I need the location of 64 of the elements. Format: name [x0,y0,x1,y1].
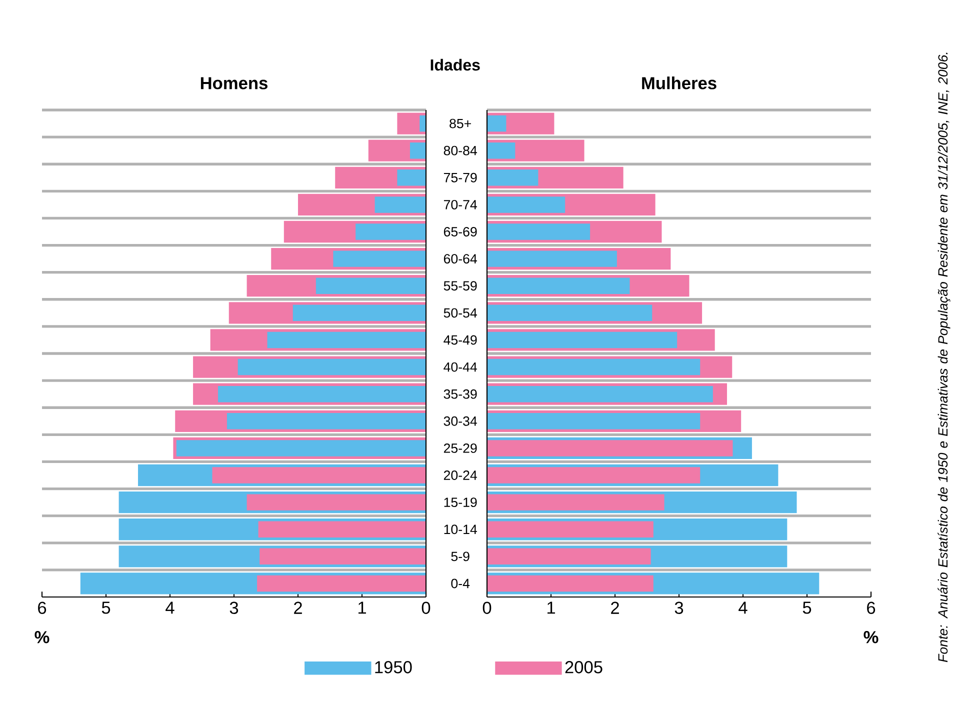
x-tick-label: 0 [482,602,492,614]
bar [238,358,426,376]
bar [487,386,713,402]
x-tick-label: 2 [294,602,302,614]
y-tick-label: 80-84 [444,146,477,156]
x-tick-label: 5 [102,602,110,614]
y-tick-label: 75-79 [444,172,477,182]
source-note: Fonte: Anuário Estatístico de 1950 e Estimativas de População Residente em 31/12/2005, INE, 2006. [938,52,950,662]
y-tick-label: 10-14 [444,524,477,534]
y-tick-label: 60-64 [444,254,477,264]
bar [333,250,426,267]
bar [487,304,652,322]
x-tick-label: 1 [548,602,555,614]
bar [487,224,590,240]
chart-title: Mulheres [642,76,716,90]
bar [267,332,426,348]
bar [218,386,426,402]
x-tick-label: 3 [230,602,238,614]
bar [292,304,426,322]
bar [487,115,506,132]
y-tick-label: 5-9 [451,552,470,562]
legend-label: 2005 [565,661,602,674]
y-tick-label: 70-74 [444,200,477,210]
x-tick-label: 1 [358,602,366,614]
y-tick-label: 50-54 [444,308,477,318]
x-axis-title: % [864,631,878,644]
y-tick-label: 45-49 [444,335,477,345]
y-tick-label: 55-59 [444,281,477,291]
y-tick-label: 15-19 [444,498,477,508]
chart-title: Homens [200,77,268,90]
x-tick-label: 3 [674,602,684,614]
y-tick-label: 25-29 [444,443,477,453]
x-tick-label: 4 [738,602,748,614]
y-axis-title: Idades [430,58,480,71]
bar [226,413,426,430]
x-tick-label: 6 [38,602,46,614]
bar [487,170,538,186]
bar [397,170,426,186]
bar [410,142,426,159]
y-tick-label: 40-44 [444,362,477,372]
bar [487,358,700,376]
bar [487,278,630,294]
y-tick-label: 20-24 [444,470,477,480]
bar [487,413,700,430]
x-axis-title: % [34,631,50,644]
x-tick-label: 0 [422,602,430,614]
x-tick-label: 6 [867,602,876,614]
y-tick-label: 85+ [450,118,471,128]
bar [487,142,516,159]
y-tick-label: 30-34 [444,416,477,426]
legend-label: 1950 [375,661,412,674]
bar [487,196,566,213]
bar [487,332,678,348]
y-tick-label: 0-4 [451,578,470,588]
bar [356,224,426,240]
x-tick-label: 2 [611,602,619,614]
bar [316,278,426,294]
y-tick-label: 35-39 [444,389,477,399]
bar [487,250,617,267]
x-tick-label: 4 [166,602,174,614]
x-tick-label: 5 [802,602,812,614]
y-tick-label: 65-69 [444,227,477,236]
bar [374,196,426,213]
bar [420,115,426,132]
